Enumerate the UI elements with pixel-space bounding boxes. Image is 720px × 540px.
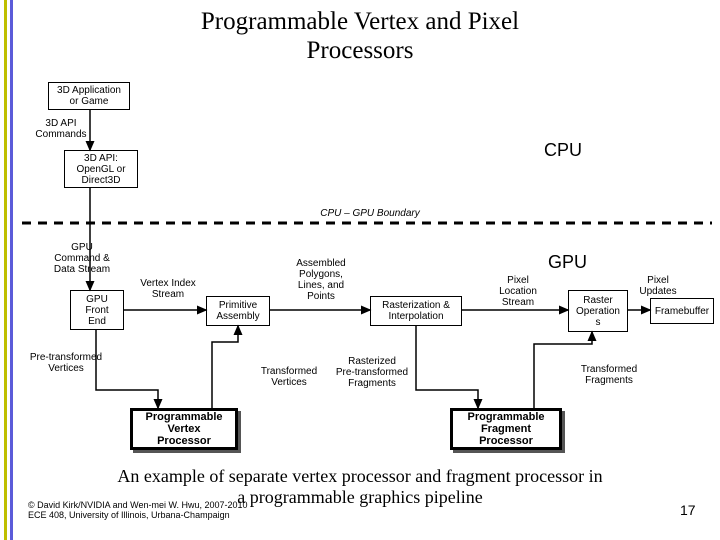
copyright-footer: © David Kirk/NVIDIA and Wen-mei W. Hwu, … [28,500,408,520]
label-gpu-cmd-data: GPUCommand &Data Stream [46,242,118,275]
box-fragment-processor: ProgrammableFragmentProcessor [450,408,562,450]
box-vertex-processor: ProgrammableVertexProcessor [130,408,238,450]
label-vertex-index-stream: Vertex IndexStream [134,278,202,300]
cpu-region-label: CPU [544,140,582,161]
label-pixel-updates: PixelUpdates [633,275,683,297]
page-title: Programmable Vertex and PixelProcessors [0,8,720,66]
page-number: 17 [680,502,696,518]
label-transformed-fragments: TransformedFragments [572,364,646,386]
box-3d-app: 3D Applicationor Game [48,82,130,110]
label-transformed-vertices: TransformedVertices [254,366,324,388]
label-assembled-polygons: AssembledPolygons,Lines, andPoints [286,258,356,302]
box-gpu-front-end: GPUFrontEnd [70,290,124,330]
gpu-region-label: GPU [548,252,587,273]
label-rasterized-fragments: RasterizedPre-transformedFragments [326,356,418,389]
box-raster-ops: RasterOperations [568,290,628,332]
box-framebuffer: Framebuffer [650,298,714,324]
box-rasterization: Rasterization &Interpolation [370,296,462,326]
slide-accent-bars [0,0,16,540]
label-pixel-location-stream: PixelLocationStream [490,275,546,308]
label-3d-api-cmds: 3D APICommands [32,118,90,140]
box-3d-api: 3D API:OpenGL orDirect3D [64,150,138,188]
label-cpu-gpu-boundary: CPU – GPU Boundary [310,208,430,219]
label-pretransformed-vertices: Pre-transformedVertices [20,352,112,374]
box-primitive-asm: PrimitiveAssembly [206,296,270,326]
